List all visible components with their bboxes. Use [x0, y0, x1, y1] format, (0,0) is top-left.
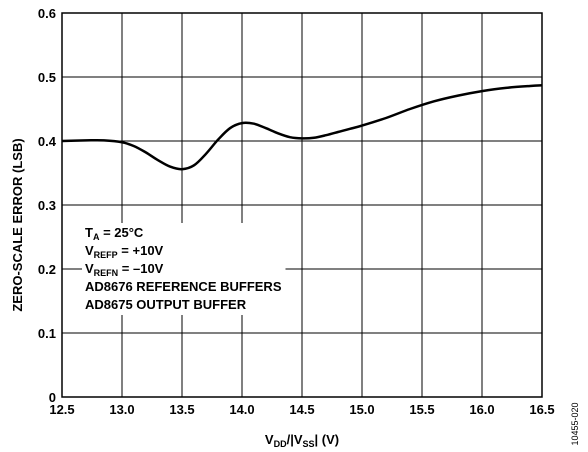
annotation-line: VREFP = +10V — [85, 243, 164, 260]
annotation-line: TA = 25°C — [85, 225, 144, 242]
x-tick-label: 14.5 — [289, 402, 314, 417]
gridlines — [61, 12, 543, 398]
x-tick-label: 13.5 — [169, 402, 194, 417]
x-tick-label: 16.5 — [529, 402, 554, 417]
x-tick-label: 14.0 — [229, 402, 254, 417]
annotation-line: VREFN = –10V — [85, 261, 164, 278]
y-axis-title: ZERO-SCALE ERROR (LSB) — [10, 138, 25, 311]
figure-code: 10455-020 — [570, 402, 580, 445]
annotation-line: AD8675 OUTPUT BUFFER — [85, 297, 247, 312]
y-tick-label: 0 — [49, 390, 56, 405]
x-tick-label: 15.0 — [349, 402, 374, 417]
annotation-line: AD8676 REFERENCE BUFFERS — [85, 279, 282, 294]
x-tick-label: 16.0 — [469, 402, 494, 417]
y-tick-label: 0.4 — [38, 134, 57, 149]
series-line — [61, 84, 543, 171]
y-tick-label: 0.2 — [38, 262, 56, 277]
y-tick-label: 0.3 — [38, 198, 56, 213]
x-tick-label: 12.5 — [49, 402, 74, 417]
y-tick-label: 0.1 — [38, 326, 56, 341]
x-tick-label: 13.0 — [109, 402, 134, 417]
annotation-background — [82, 223, 286, 315]
x-tick-label: 15.5 — [409, 402, 434, 417]
x-axis-title: VDD/|VSS| (V) — [265, 432, 339, 449]
y-tick-label: 0.6 — [38, 6, 56, 21]
tick-labels: 12.5 13.0 13.5 14.0 14.5 15.0 15.5 16.0 16.5 0 0.1… — [38, 6, 555, 417]
plot-area-frame — [61, 12, 543, 398]
series-layer — [61, 84, 543, 171]
y-tick-label: 0.5 — [38, 70, 56, 85]
